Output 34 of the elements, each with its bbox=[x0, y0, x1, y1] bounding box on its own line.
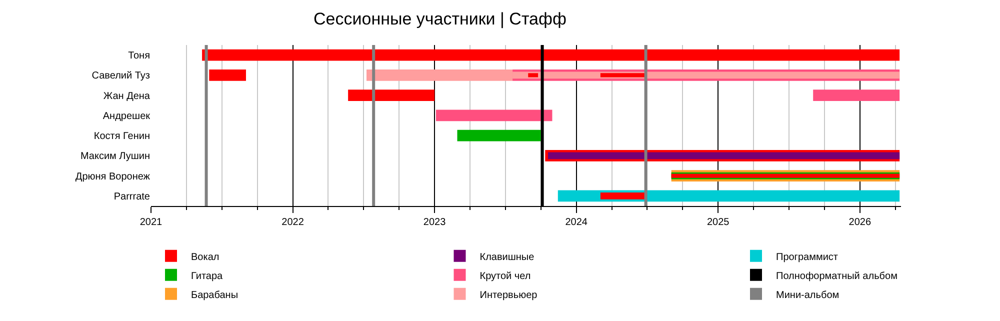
bar bbox=[528, 73, 538, 78]
y-tick-label: Тоня bbox=[128, 50, 150, 62]
x-tick-label: 2026 bbox=[848, 217, 872, 228]
x-tick-label: 2022 bbox=[282, 217, 304, 228]
bar bbox=[813, 90, 900, 101]
legend-label: Полноформатный альбом bbox=[776, 270, 898, 282]
bar bbox=[600, 73, 646, 78]
bar bbox=[548, 152, 900, 160]
bar bbox=[436, 110, 552, 122]
bar bbox=[348, 90, 435, 101]
legend-label: Гитара bbox=[191, 270, 224, 282]
x-tick-label: 2023 bbox=[423, 217, 446, 228]
y-tick-label: Максим Лушин bbox=[80, 151, 150, 162]
bar bbox=[209, 70, 246, 81]
y-tick-label: Дрюня Воронеж bbox=[75, 171, 150, 182]
x-tick-label: 2025 bbox=[706, 217, 730, 228]
legend-label: Интервьюер bbox=[480, 290, 538, 301]
y-tick-label: Савелий Туз bbox=[92, 70, 150, 82]
x-tick-label: 2024 bbox=[565, 217, 588, 228]
y-tick-label: Андрешек bbox=[102, 110, 151, 122]
legend-label: Крутой чел bbox=[480, 270, 531, 282]
legend-label: Клавишные bbox=[480, 252, 535, 263]
bar bbox=[558, 190, 900, 202]
y-tick-label: Жан Дена bbox=[103, 90, 150, 102]
x-tick-label: 2021 bbox=[140, 217, 163, 228]
legend-label: Мини-альбом bbox=[776, 290, 840, 301]
legend-label: Программист bbox=[776, 252, 838, 263]
y-tick-label: Parrrate bbox=[114, 191, 150, 202]
chart-title: Сессионные участники | Стафф bbox=[314, 10, 566, 29]
legend-label: Барабаны bbox=[191, 290, 238, 301]
bar bbox=[457, 130, 541, 142]
y-tick-label: Костя Генин bbox=[94, 131, 150, 142]
legend-label: Вокал bbox=[191, 252, 220, 263]
bar bbox=[202, 49, 900, 61]
